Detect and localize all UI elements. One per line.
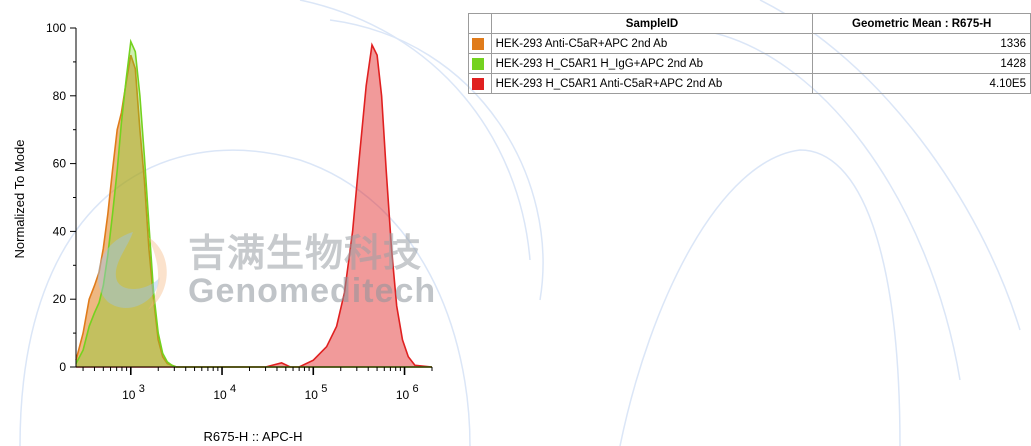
x-tick-label-exponent: 5 <box>321 383 327 395</box>
x-axis-title: R675-H :: APC-H <box>204 429 303 444</box>
sample-legend-table: SampleID Geometric Mean : R675-H HEK-293… <box>468 13 1031 94</box>
geometric-mean-value: 4.10E5 <box>812 73 1031 94</box>
color-swatch <box>472 37 484 50</box>
row-swatch-cell <box>468 73 492 94</box>
row-swatch-cell <box>468 53 492 74</box>
logo-en-text: Genomeditech <box>188 272 437 310</box>
y-ticks: 0 20 40 60 80 100 <box>46 21 76 374</box>
x-tick-label-base: 10 <box>305 388 319 402</box>
sample-name: HEK-293 Anti-C5aR+APC 2nd Ab <box>490 33 814 54</box>
x-ticks: 10 3 10 4 10 5 10 6 <box>82 367 433 402</box>
series-line-hek-293-h-c5ar1-anti-c5ar-apc-2nd-ab <box>76 42 433 368</box>
table-row: HEK-293 H_C5AR1 Anti-C5aR+APC 2nd Ab 4.1… <box>468 73 1031 94</box>
header-sample-id: SampleID <box>490 13 814 34</box>
sample-name: HEK-293 H_C5AR1 Anti-C5aR+APC 2nd Ab <box>490 73 814 94</box>
x-tick-label-exponent: 3 <box>139 383 145 395</box>
series-area-hek-293-h-c5ar1-anti-c5ar-apc-2nd-ab <box>76 44 432 368</box>
header-geometric-mean: Geometric Mean : R675-H <box>812 13 1031 34</box>
y-tick-label: 60 <box>53 157 67 171</box>
company-logo-watermark: 吉满生物科技 Genomeditech <box>88 222 435 322</box>
header-swatch-cell <box>468 13 492 34</box>
y-tick-label: 80 <box>53 89 67 103</box>
y-tick-label: 100 <box>46 21 66 35</box>
x-tick-label-base: 10 <box>213 388 227 402</box>
x-tick-label-exponent: 6 <box>412 383 418 395</box>
color-swatch <box>472 57 484 70</box>
y-tick-label: 0 <box>59 360 66 374</box>
geometric-mean-value: 1428 <box>812 53 1031 74</box>
color-swatch <box>472 77 484 90</box>
logo-cn-text: 吉满生物科技 <box>188 233 423 275</box>
geometric-mean-value: 1336 <box>812 33 1031 54</box>
table-row: HEK-293 H_C5AR1 H_IgG+APC 2nd Ab 1428 <box>468 53 1031 74</box>
series-area-hek-293-anti-c5ar-apc-2nd-ab <box>76 55 432 367</box>
x-tick-label-exponent: 4 <box>230 383 236 395</box>
y-tick-label: 20 <box>53 292 67 306</box>
y-tick-label: 40 <box>53 224 67 238</box>
x-tick-label-base: 10 <box>122 388 136 402</box>
y-axis-title: Normalized To Mode <box>12 140 27 259</box>
table-row: HEK-293 Anti-C5aR+APC 2nd Ab 1336 <box>468 33 1031 54</box>
logo-leaf-icon <box>97 232 167 310</box>
row-swatch-cell <box>468 33 492 54</box>
table-header-row: SampleID Geometric Mean : R675-H <box>468 13 1031 34</box>
x-tick-label-base: 10 <box>396 388 410 402</box>
sample-name: HEK-293 H_C5AR1 H_IgG+APC 2nd Ab <box>490 53 814 74</box>
